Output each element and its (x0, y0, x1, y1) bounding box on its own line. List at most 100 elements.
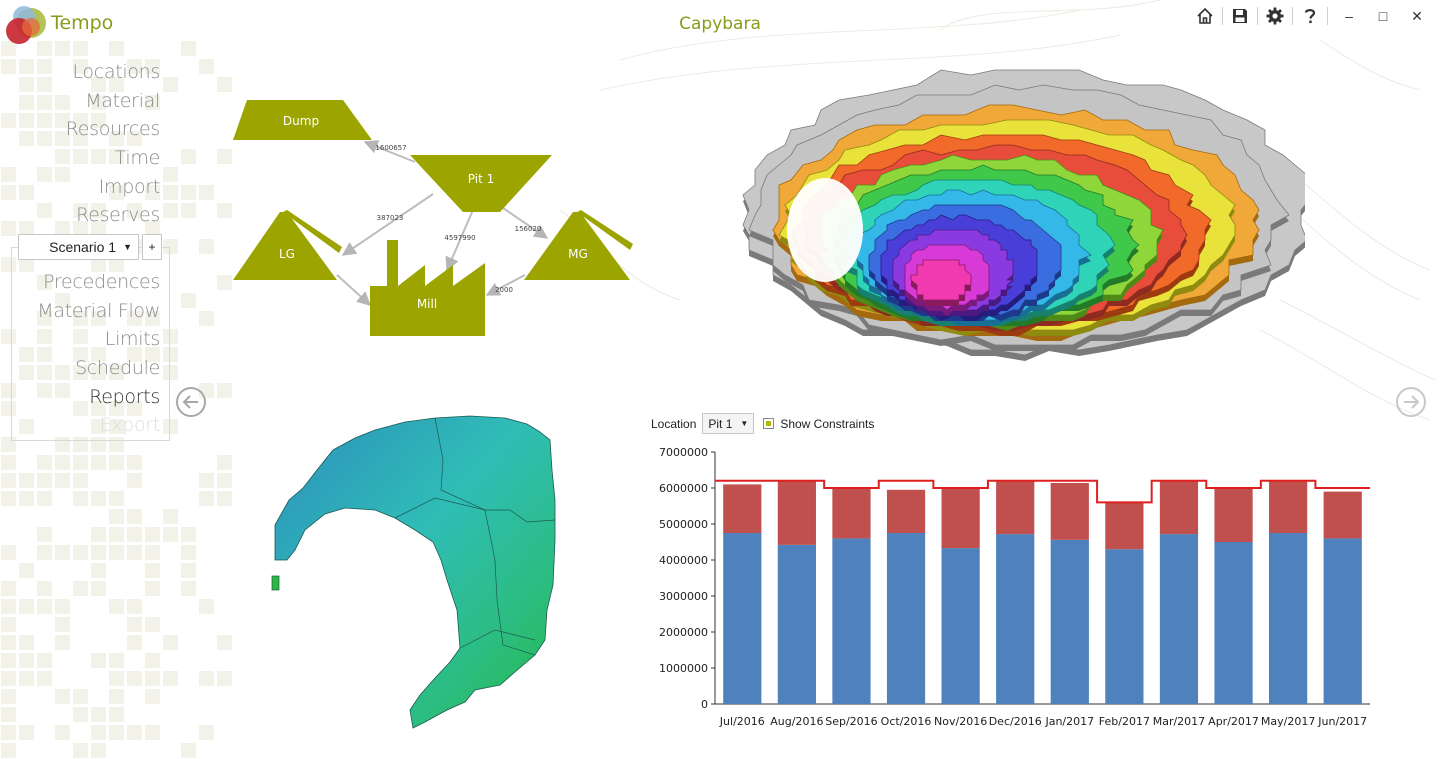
bg-tile (163, 527, 178, 542)
bg-tile (19, 725, 34, 740)
svg-text:LG: LG (279, 247, 295, 261)
chevron-down-icon: ▼ (740, 419, 749, 428)
bg-tile (217, 383, 232, 398)
bg-tile (109, 599, 124, 614)
bg-tile (1, 653, 16, 668)
home-button[interactable] (1192, 5, 1218, 27)
bg-tile (199, 239, 214, 254)
bar-segment-series-1 (996, 534, 1035, 704)
bg-tile (37, 329, 52, 344)
flow-node-mg[interactable]: MG (524, 210, 633, 280)
bg-tile (37, 275, 52, 290)
project-title: Capybara (679, 14, 761, 34)
add-scenario-button[interactable]: + (142, 234, 162, 260)
bg-tile (1, 581, 16, 596)
maximize-button[interactable]: □ (1378, 8, 1388, 24)
nav-item-time[interactable]: Time (114, 147, 161, 170)
pit-bench (910, 259, 972, 301)
bg-tile (19, 599, 34, 614)
bg-tile (1, 473, 16, 488)
flow-node-pit-1[interactable]: Pit 1 (410, 155, 552, 212)
help-button[interactable] (1297, 5, 1323, 27)
bg-tile (217, 671, 232, 686)
previous-arrow-icon[interactable] (175, 386, 207, 418)
nav-item-material[interactable]: Material (85, 89, 160, 112)
x-tick-label: Jan/2017 (1044, 715, 1094, 728)
y-tick-label: 7000000 (659, 446, 708, 459)
bg-tile (55, 95, 70, 110)
save-icon (1233, 9, 1247, 23)
bg-tile (55, 221, 70, 236)
x-tick-label: Apr/2017 (1208, 715, 1259, 728)
toolbar-divider (1257, 7, 1258, 25)
minimize-button[interactable]: – (1345, 8, 1353, 24)
bg-tile (109, 545, 124, 560)
show-constraints-checkbox[interactable] (763, 418, 775, 429)
bar-segment-series-2 (1214, 488, 1253, 542)
bg-tile (127, 203, 142, 218)
nav-item-reserves[interactable]: Reserves (76, 204, 160, 227)
bar-segment-series-2 (777, 480, 816, 545)
bg-tile (1, 743, 16, 758)
bg-tile (55, 365, 70, 380)
bg-tile (127, 527, 142, 542)
next-arrow-icon[interactable] (1395, 386, 1427, 418)
bg-tile (37, 347, 52, 362)
bg-tile (109, 257, 124, 272)
bg-tile (19, 221, 34, 236)
app-name: Tempo (51, 12, 114, 34)
location-dropdown[interactable]: Pit 1 ▼ (702, 413, 755, 434)
flow-node-mill[interactable]: Mill (370, 240, 485, 336)
nav-item-locations[interactable]: Locations (72, 61, 160, 83)
bg-tile (91, 707, 106, 722)
bg-tile (181, 293, 196, 308)
bg-tile (55, 131, 70, 146)
bg-tile (73, 473, 88, 488)
bg-tile (37, 491, 52, 506)
location-selected: Pit 1 (708, 416, 733, 431)
bg-tile (91, 401, 106, 416)
scenario-dropdown[interactable]: Scenario 1 ▼ (18, 234, 139, 260)
bg-tile (37, 545, 52, 560)
bg-tile (37, 599, 52, 614)
bg-tile (91, 311, 106, 326)
nav-item-resources[interactable]: Resources (65, 118, 161, 141)
close-button[interactable]: ✕ (1411, 7, 1423, 24)
pit-3d-view[interactable] (725, 65, 1305, 365)
bg-tile (109, 41, 124, 56)
bg-tile (37, 95, 52, 110)
bg-tile (19, 563, 34, 578)
bg-tile (37, 473, 52, 488)
bar-segment-series-2 (1050, 482, 1089, 540)
nav-item-precedences[interactable]: Precedences (43, 271, 160, 293)
bg-tile (1, 221, 16, 236)
nav-item-import[interactable]: Import (98, 175, 161, 198)
bg-tile (55, 635, 70, 650)
nav-item-export: Export (99, 414, 161, 437)
bar-segment-series-2 (886, 489, 926, 533)
flow-node-lg[interactable]: LG (233, 210, 342, 280)
block-map-view[interactable] (265, 410, 565, 740)
bg-tile (217, 149, 232, 164)
bar-segment-series-1 (1159, 534, 1199, 704)
bg-tile (91, 257, 106, 272)
nav-item-reports[interactable]: Reports (89, 385, 160, 408)
toolbar: – □ ✕ (1192, 5, 1434, 27)
save-button[interactable] (1227, 5, 1253, 27)
bg-tile (163, 167, 178, 182)
settings-button[interactable] (1262, 5, 1288, 27)
nav-item-limits[interactable]: Limits (104, 328, 161, 351)
nav-item-material-flow[interactable]: Material Flow (37, 299, 160, 322)
nav-item-schedule[interactable]: Schedule (75, 357, 160, 380)
bg-tile (181, 581, 196, 596)
flow-node-dump[interactable]: Dump (233, 100, 372, 140)
bg-tile (73, 707, 88, 722)
flow-edge (502, 207, 549, 239)
bg-tile (217, 275, 232, 290)
bg-tile (55, 113, 70, 128)
bg-tile (73, 401, 88, 416)
bg-tile (37, 59, 52, 74)
bar-segment-series-2 (996, 480, 1035, 535)
bg-tile (37, 131, 52, 146)
bar-segment-series-1 (1323, 538, 1362, 704)
